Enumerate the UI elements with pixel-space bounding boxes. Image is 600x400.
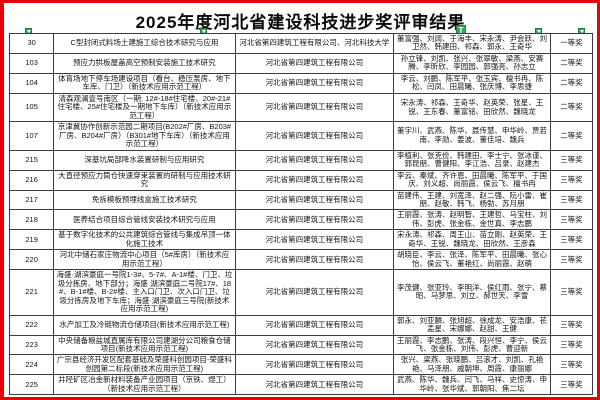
people-cell[interactable]: 王丽霞、李志鹏、张涛、段兴恒、李宁、侯云飞、张金栋、刘伟、彭虎、曹迎新 (393, 334, 551, 356)
org-cell[interactable]: 河北省第四建筑工程有限公司 (234, 52, 395, 74)
table-row: 220 河北中储石家庄物流中心项目（5#库房）（新技术应用示范工程） 河北省第四建筑… (8, 249, 594, 271)
row-number-cell[interactable]: 217 (8, 189, 55, 211)
org-cell[interactable]: 河北省第四建筑工程有限公司、河北科技大学 (234, 33, 395, 54)
table-row: 215 深基坑局部降水装置研制与应用研究 河北省第四建筑工程有限公司 李植利、张克俭、… (8, 149, 594, 171)
award-cell[interactable]: 三等奖 (549, 269, 594, 316)
row-number-cell[interactable]: 222 (8, 314, 55, 336)
table-row: 103 预应力拱板屋盖高空预制安装施工技术研究 河北省第四建筑工程有限公司 孙立锋、刘… (8, 52, 594, 74)
award-cell[interactable]: 三等奖 (549, 354, 594, 376)
award-results-table: 30 C型封闭式料场土建施工综合技术研究与应用 河北省第四建筑工程有限公司、河北科技… (8, 33, 594, 396)
org-cell[interactable]: 河北省第四建筑工程有限公司 (234, 92, 395, 123)
award-cell[interactable]: 三等奖 (549, 229, 594, 251)
org-cell[interactable]: 河北省第四建筑工程有限公司 (234, 169, 395, 191)
table-row: 30 C型封闭式料场土建施工综合技术研究与应用 河北省第四建筑工程有限公司、河北科技… (8, 33, 594, 54)
row-number-cell[interactable]: 218 (8, 209, 55, 231)
award-cell[interactable]: 三等奖 (549, 189, 594, 211)
row-number-cell[interactable]: 30 (8, 33, 55, 54)
award-cell[interactable]: 三等奖 (549, 149, 594, 171)
row-number-cell[interactable]: 224 (8, 354, 55, 376)
project-cell[interactable]: 基于数字化技术的公共建筑综合管线与集成吊顶一体化施工技术 (53, 229, 236, 251)
row-number-cell[interactable]: 103 (8, 52, 55, 74)
project-cell[interactable]: 海盛·湖滨豪庭一号院1-3#、5-7#、A-1#楼、门卫、垃圾分拣房、地下部分；… (53, 269, 236, 316)
project-cell[interactable]: 医养结合项目综合管线安装技术研究与应用 (53, 209, 236, 231)
org-cell[interactable]: 河北省第四建筑工程有限公司 (234, 314, 395, 336)
award-cell[interactable]: 三等奖 (549, 374, 594, 396)
org-cell[interactable]: 河北省第四建筑工程有限公司 (234, 209, 395, 231)
project-cell[interactable]: 清森观澜壹号南区（一期: 12#-18#住宅楼、20#-21#住宅楼、25#住宅… (53, 92, 236, 123)
row-number-cell[interactable]: 225 (8, 374, 55, 396)
project-cell[interactable]: 广宗县经济开发区配套基础及荣盛科创园项目-荣盛科创园第二标段(新技术应用示范工程… (53, 354, 236, 376)
award-cell[interactable]: 一等奖 (549, 33, 594, 54)
award-cell[interactable]: 二等奖 (549, 92, 594, 123)
people-cell[interactable]: 王丽霞、张涛、赵明智、王建哲、马宝柱、刘伟、彭虎、张金栋、金世真、李志鹏 (393, 209, 551, 231)
people-cell[interactable]: 李植利、张克俭、韩建田、李士宁、张冰谨、郭昆朋、曹健阳、李江浩、吕录、赵建杰 (393, 149, 551, 171)
table-row: 224 广宗县经济开发区配套基础及荣盛科创园项目-荣盛科创园第二标段(新技术应用示… (8, 354, 594, 376)
row-number-cell[interactable]: 104 (8, 72, 55, 94)
table-row: 217 免拆模板预埋线盒施工技术研究 河北省第四建筑工程有限公司 苗建伟、王建、刘宽泽… (8, 189, 594, 211)
row-number-cell[interactable]: 105 (8, 92, 55, 123)
project-cell[interactable]: 深基坑局部降水装置研制与应用研究 (53, 149, 236, 171)
project-cell[interactable]: 大直径预应力筒仓快速穿束装置的研制与应用技术研究 (53, 169, 236, 191)
org-cell[interactable]: 河北省第四建筑工程有限公司 (234, 72, 395, 94)
people-cell[interactable]: 胡晓臣、李云、张泽、陈军平、田晨曦、张心怡、侯云飞、董艳红、尚丽霞、赵萌 (393, 249, 551, 271)
table-row: 104 体育场地下停车场建设项目（看台、稳压泵房、地下车库、门卫）（新技术应用示范… (8, 72, 594, 94)
people-cell[interactable]: 宋永涛、祁森、王奇华、赵英荣、张星、王锐、王东春、董富铭、田欣然、魏晓龙 (393, 92, 551, 123)
project-cell[interactable]: 井陉矿区冶金新材料装备产业园项目（京铁、煜工）（新技术应用示范工程） (53, 374, 236, 396)
award-cell[interactable]: 三等奖 (549, 249, 594, 271)
table-row: 222 水产加工及冷链物流仓储项目(新技术应用示范工程) 河北省第四建筑工程有限公司… (8, 314, 594, 336)
table-row: 105 清森观澜壹号南区（一期: 12#-18#住宅楼、20#-21#住宅楼、25… (8, 92, 594, 123)
org-cell[interactable]: 河北省第四建筑工程有限公司 (234, 149, 395, 171)
award-cell[interactable]: 三等奖 (549, 209, 594, 231)
people-cell[interactable]: 张兴、梁燕、张晓鹏、吕滚才、刘凯、孔艳艳、马泽朋、戚朝坤、周霞、康丽娜 (393, 354, 551, 376)
org-cell[interactable]: 河北省第四建筑工程有限公司 (234, 269, 395, 316)
table-row: 218 医养结合项目综合管线安装技术研究与应用 河北省第四建筑工程有限公司 王丽霞、张… (8, 209, 594, 231)
project-cell[interactable]: 中央储备粮盐城直属库有限公司建湖分公司粮食仓储项目(新技术应用示范工程) (53, 334, 236, 356)
award-cell[interactable]: 三等奖 (549, 314, 594, 336)
people-cell[interactable]: 郭永、刘亚麟、张旭超、徐成龙、安浩康、苌孟星、宋娜娜、赵甜、王健 (393, 314, 551, 336)
org-cell[interactable]: 河北省第四建筑工程有限公司 (234, 249, 395, 271)
row-number-cell[interactable]: 215 (8, 149, 55, 171)
org-cell[interactable]: 河北省第四建筑工程有限公司 (234, 229, 395, 251)
table-row: 219 基于数字化技术的公共建筑综合管线与集成吊顶一体化施工技术 河北省第四建筑工程… (8, 229, 594, 251)
row-number-cell[interactable]: 221 (8, 269, 55, 316)
people-cell[interactable]: 孙立锋、刘凯、张兴、张翠敏、梁燕、安赛腾、李昕欣、李园园、郭强亮、孙志立 (393, 52, 551, 74)
org-cell[interactable]: 河北省第四建筑工程有限公司 (234, 121, 395, 151)
row-number-cell[interactable]: 220 (8, 249, 55, 271)
project-cell[interactable]: 体育场地下停车场建设项目（看台、稳压泵房、地下车库、门卫）（新技术应用示范工程） (53, 72, 236, 94)
award-cell[interactable]: 三等奖 (549, 334, 594, 356)
project-cell[interactable]: C型封闭式料场土建施工综合技术研究与应用 (53, 33, 236, 54)
org-cell[interactable]: 河北省第四建筑工程有限公司 (234, 334, 395, 356)
award-cell[interactable]: 三等奖 (549, 169, 594, 191)
people-cell[interactable]: 李茂健、张亚玲、李明洋、侯红雨、张宁、蔡昭、马梦思、刘立、郝世天、李雪 (393, 269, 551, 316)
project-cell[interactable]: 免拆模板预埋线盒施工技术研究 (53, 189, 236, 211)
row-number-cell[interactable]: 223 (8, 334, 55, 356)
people-cell[interactable]: 苗建伟、王建、刘宽泽、赵二强、阮小雷、崔朋、赵敬、韩飞、杨勃、苏月朋 (393, 189, 551, 211)
table-row: 225 井陉矿区冶金新材料装备产业园项目（京铁、煜工）（新技术应用示范工程） 河北省… (8, 374, 594, 396)
row-number-cell[interactable]: 219 (8, 229, 55, 251)
table-row: 216 大直径预应力筒仓快速穿束装置的研制与应用技术研究 河北省第四建筑工程有限公司… (8, 169, 594, 191)
org-cell[interactable]: 河北省第四建筑工程有限公司 (234, 374, 395, 396)
award-cell[interactable]: 二等奖 (549, 121, 594, 151)
people-cell[interactable]: 宋永涛、祁森、周王山、苗立刚、赵英荣、王奇华、王锐、魏晓龙、田欣然、王彦森 (393, 229, 551, 251)
project-cell[interactable]: 京津冀协作创新示范园二期项目(B202#厂房、B203#厂房、B204#厂房）（… (53, 121, 236, 151)
page-title: 2025年度河北省建设科技进步奖评审结果 (135, 13, 466, 32)
row-number-cell[interactable]: 107 (8, 121, 55, 151)
row-number-cell[interactable]: 216 (8, 169, 55, 191)
org-cell[interactable]: 河北省第四建筑工程有限公司 (234, 189, 395, 211)
table-row: 221 海盛·湖滨豪庭一号院1-3#、5-7#、A-1#楼、门卫、垃圾分拣房、地下… (8, 269, 594, 316)
people-cell[interactable]: 李云、秦斌、齐许恩、田晨曦、陈军平、于国庆、刘义超、尚丽霞、侯云飞、檀书冉 (393, 169, 551, 191)
table-row: 107 京津冀协作创新示范园二期项目(B202#厂房、B203#厂房、B204#厂… (8, 121, 594, 151)
people-cell[interactable]: 武燕、陈华、魏兵、闫飞、马祥、史惊涛、申华岭、张华斌、郭朝阳、焦二坛 (393, 374, 551, 396)
project-cell[interactable]: 预应力拱板屋盖高空预制安装施工技术研究 (53, 52, 236, 74)
project-cell[interactable]: 水产加工及冷链物流仓储项目(新技术应用示范工程) (53, 314, 236, 336)
table-row: 223 中央储备粮盐城直属库有限公司建湖分公司粮食仓储项目(新技术应用示范工程) 河… (8, 334, 594, 356)
org-cell[interactable]: 河北省第四建筑工程有限公司 (234, 354, 395, 376)
award-cell[interactable]: 二等奖 (549, 52, 594, 74)
people-cell[interactable]: 董富强、刘阔、于海丰、宋永涛、尹会跃、刘卫然、韩建田、祁森、郭永、王奇华 (393, 33, 551, 54)
people-cell[interactable]: 董宇川、武燕、陈华、聂传慧、申华岭、贾若南、李勋、姜波、董佳培、魏兵 (393, 121, 551, 151)
award-cell[interactable]: 二等奖 (549, 72, 594, 94)
people-cell[interactable]: 李云、刘鹏、陈军平、张玉宾、檀书冉、陈松、闫凤、田晨曦、张庆博、李思捷 (393, 72, 551, 94)
project-cell[interactable]: 河北中储石家庄物流中心项目（5#库房）（新技术应用示范工程） (53, 249, 236, 271)
